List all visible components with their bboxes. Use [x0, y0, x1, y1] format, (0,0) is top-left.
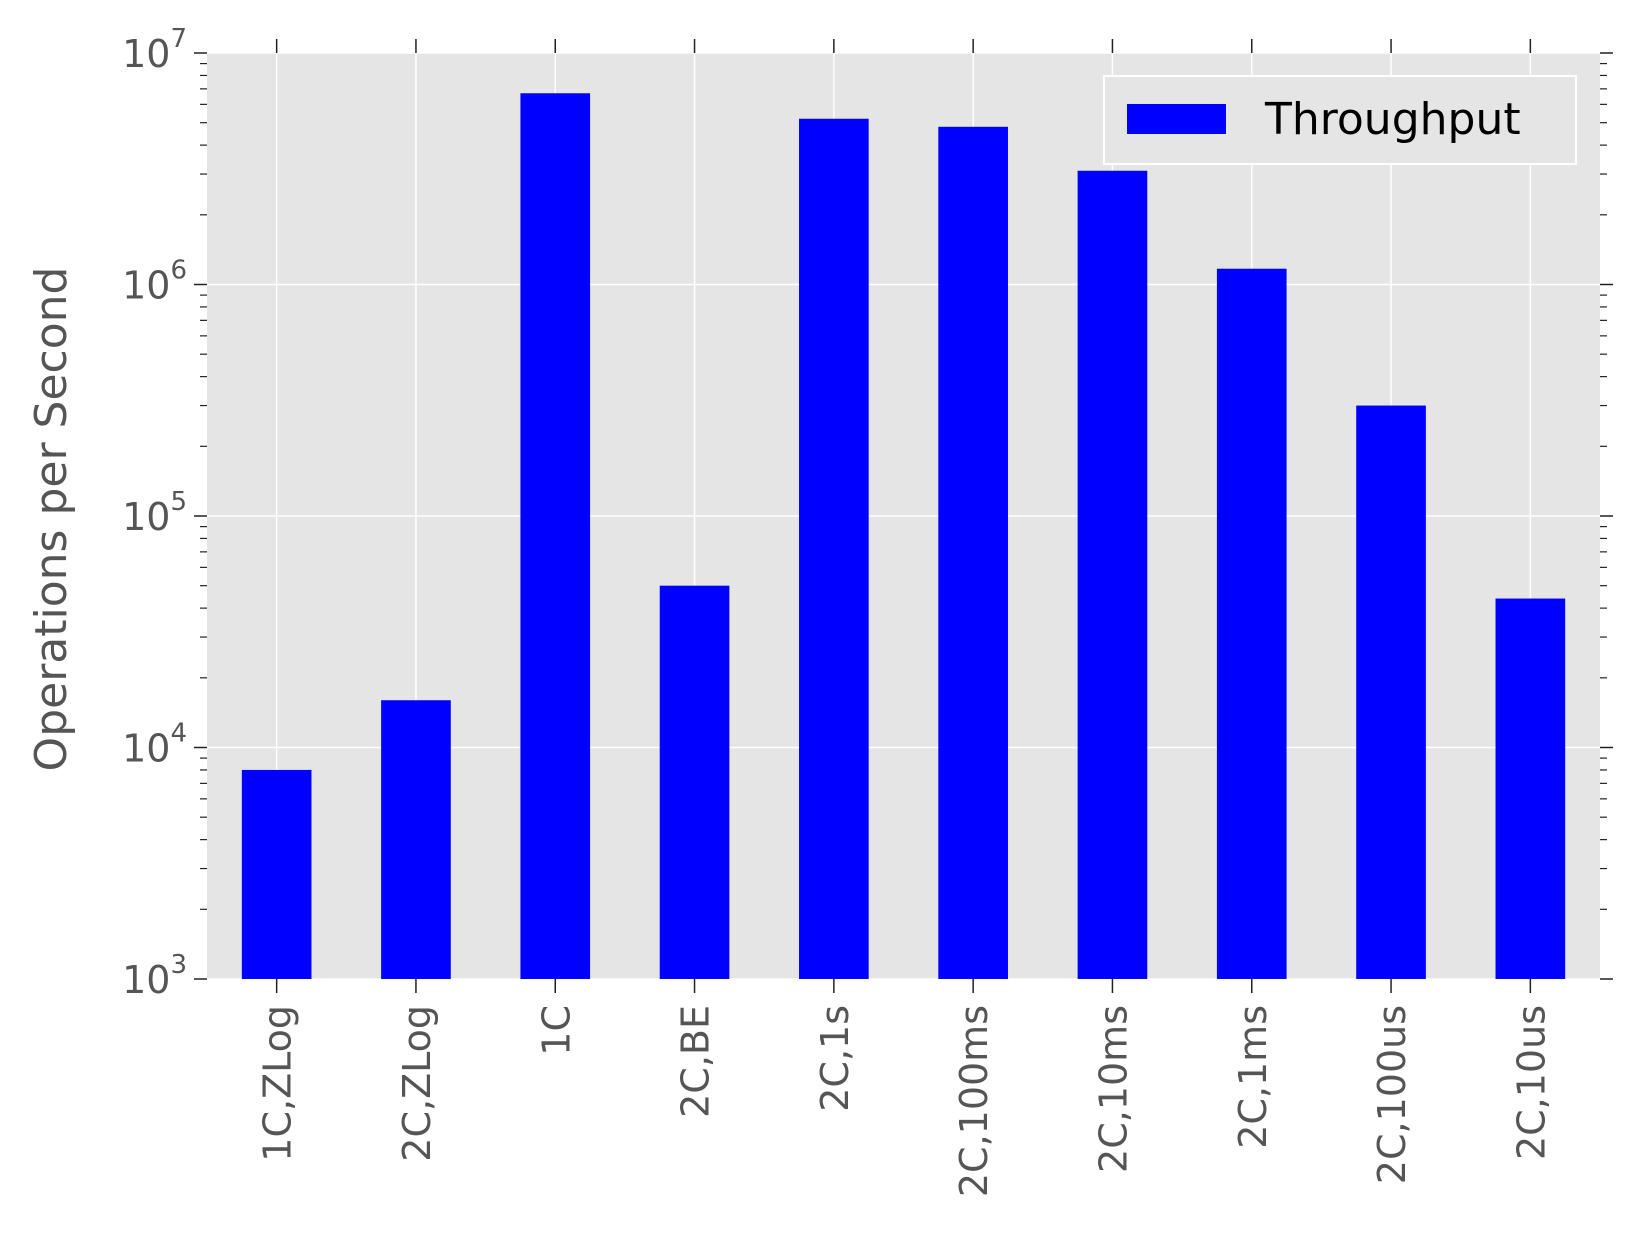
bar-2C,BE[interactable]	[659, 585, 730, 979]
bars	[241, 93, 1566, 980]
x-tick-label: 2C,10us	[1509, 1005, 1553, 1160]
bar-2C,1ms[interactable]	[1216, 268, 1287, 979]
axis-ticks	[194, 39, 1613, 993]
legend-label-throughput: Throughput	[1264, 94, 1521, 145]
bar-2C,10ms[interactable]	[1077, 170, 1148, 980]
x-tick-labels: 1C,ZLog 2C,ZLog 1C 2C,BE 2C,1s 2C,100ms 2C,10m…	[256, 1005, 1554, 1197]
x-tick-label: 2C,1s	[813, 1005, 857, 1112]
x-tick-label: 2C,1ms	[1231, 1005, 1275, 1149]
bar-1C[interactable]	[520, 93, 591, 980]
x-tick-label: 2C,100us	[1370, 1005, 1414, 1184]
y-tick-label: 105	[122, 487, 187, 539]
y-axis-label: Operations per Second	[26, 267, 77, 772]
bar-2C,10us[interactable]	[1495, 598, 1566, 979]
bar-1C,ZLog[interactable]	[241, 769, 312, 979]
x-tick-label: 1C,ZLog	[256, 1005, 300, 1162]
x-tick-label: 2C,BE	[674, 1005, 718, 1118]
bar-2C,ZLog[interactable]	[381, 700, 451, 979]
bar-2C,100ms[interactable]	[938, 126, 1008, 979]
legend[interactable]: Throughput	[1103, 75, 1577, 165]
x-tick-label: 2C,10ms	[1091, 1005, 1135, 1173]
y-tick-labels: 103 104 105 106 107	[122, 24, 187, 1002]
x-tick-label: 1C	[534, 1005, 578, 1056]
y-tick-label: 107	[122, 24, 187, 76]
legend-swatch-throughput	[1127, 104, 1226, 134]
x-tick-label: 2C,100ms	[952, 1005, 996, 1197]
x-tick-label: 2C,ZLog	[395, 1005, 439, 1162]
y-tick-label: 103	[122, 950, 187, 1002]
y-tick-label: 106	[122, 256, 187, 308]
y-tick-label: 104	[122, 719, 187, 771]
bar-2C,100us[interactable]	[1356, 405, 1426, 980]
bar-2C,1s[interactable]	[799, 118, 869, 979]
